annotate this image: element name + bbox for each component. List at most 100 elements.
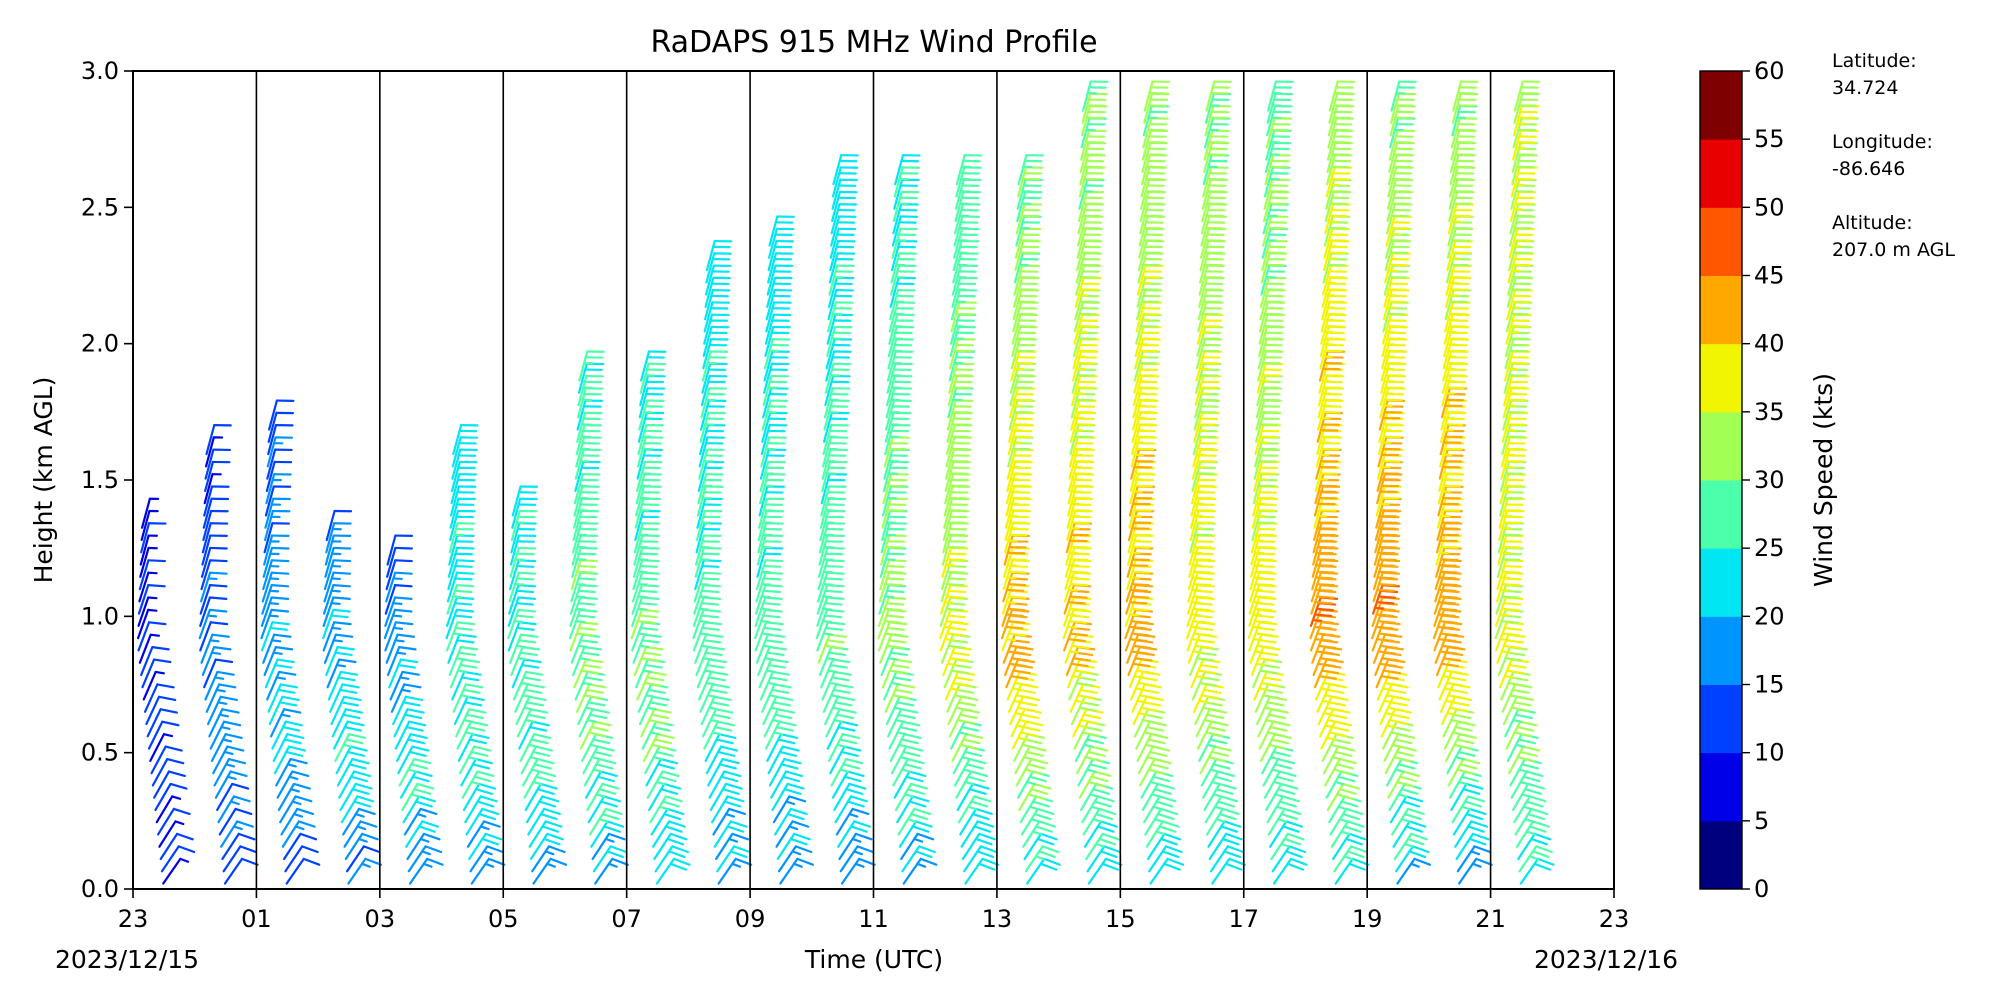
wind-barb [339,782,373,812]
wind-barb [1392,820,1427,848]
wind-barb [1387,770,1421,799]
wind-barb [336,757,370,787]
wind-barb [199,596,228,627]
wind-barb [1086,845,1121,873]
wind-barb [1513,795,1547,824]
wind-barb [1269,820,1303,848]
wind-barb [705,745,739,775]
colorbar-segment [1700,752,1742,822]
wind-barb [531,845,566,873]
wind-barb [964,857,1000,885]
wind-barb [388,658,419,689]
wind-barb [264,497,291,529]
wind-barb [1020,807,1055,836]
wind-barb [890,264,917,296]
wind-barb [578,350,605,382]
wind-barb [775,820,810,848]
wind-barb [709,782,743,812]
wind-barb [149,733,174,762]
wind-barb [1144,807,1178,836]
wind-barb [767,252,794,284]
wind-barb [507,608,536,640]
wind-barbs [136,80,1555,885]
wind-barb [766,276,793,308]
wind-barb [831,770,865,799]
colorbar-segment [1700,71,1742,140]
wind-barb [139,546,158,578]
wind-barb [452,683,484,713]
wind-barb [461,770,495,799]
wind-barb [519,733,552,762]
wind-barb [770,770,803,799]
y-axis: 0.0 0.5 1.0 1.5 2.0 2.5 3.0 [81,57,133,903]
wind-barb [389,670,420,701]
wind-barb [695,509,723,542]
wind-barb [901,845,936,873]
wind-barb [1207,820,1242,848]
wind-barb [403,807,438,836]
colorbar-tick-label: 30 [1754,466,1785,494]
wind-barb [880,522,908,554]
wind-barb [837,820,872,848]
wind-barb [703,301,731,333]
wind-barb [766,733,799,762]
wind-barb [957,795,992,824]
wind-barb [459,745,492,775]
wind-barb [830,215,857,247]
wind-barb [447,559,475,591]
wind-barb [401,782,435,812]
wind-barb [761,683,792,713]
wind-barb [1454,820,1489,848]
wind-barb [702,325,730,358]
wind-barb [151,757,185,787]
wind-barb [335,745,368,775]
wind-barb [582,745,615,775]
wind-barb [155,795,182,824]
wind-barb [1148,845,1183,873]
latitude-label: Latitude: [1832,50,1917,72]
wind-barb [524,782,558,812]
wind-barb [767,745,800,775]
wind-barb [586,782,620,812]
wind-barb [469,845,504,873]
wind-barb [217,795,251,824]
wind-barb [944,460,972,493]
wind-barb [831,190,858,223]
colorbar-tick-label: 50 [1754,193,1785,221]
wind-barb [456,720,489,750]
wind-barb [650,807,685,836]
wind-barb [261,584,290,615]
wind-barb [446,571,475,603]
wind-barb [266,436,294,468]
wind-barb [1018,782,1052,812]
wind-barb [329,683,360,713]
colorbar-segment [1700,548,1742,617]
wind-barb [763,338,791,370]
wind-barb [655,857,691,885]
y-tick-label: 3.0 [81,57,119,85]
wind-barb [264,485,292,517]
wind-barb [1082,807,1117,836]
wind-barb [284,845,319,873]
wind-barb [160,845,196,873]
wind-barb [156,807,191,836]
wind-barb [465,807,500,836]
wind-barb [1389,795,1424,824]
wind-barb [273,745,307,775]
wind-barb [1270,832,1305,861]
wind-barb [820,485,847,517]
x-tick-label: 09 [735,905,766,933]
wind-barb [640,708,672,738]
wind-barb [1263,770,1297,799]
wind-barb [828,252,856,284]
wind-barb [450,460,478,493]
wind-barb [1022,820,1057,848]
wind-barb [199,621,229,652]
wind-barb [1209,845,1245,873]
wind-barb [208,708,240,738]
wind-barb [323,571,352,603]
wind-barb [894,154,921,186]
colorbar-label: Wind Speed (kts) [1809,373,1838,587]
wind-barb [953,757,987,787]
wind-barb [1267,80,1294,112]
